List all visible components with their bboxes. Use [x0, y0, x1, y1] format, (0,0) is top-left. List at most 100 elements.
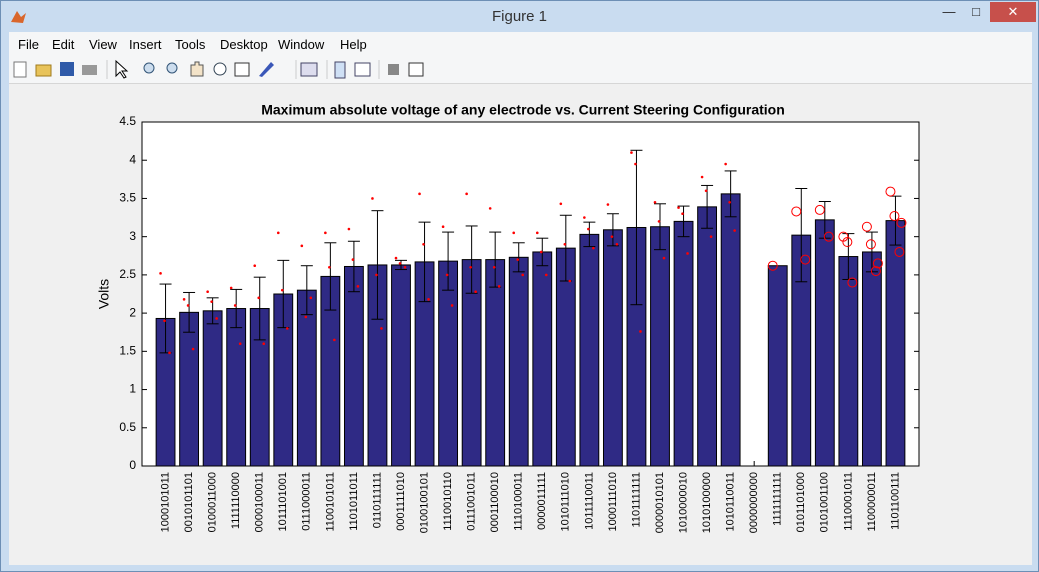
y-tick-label: 2	[129, 305, 136, 319]
menu-item[interactable]: Insert	[129, 37, 162, 52]
colorbar-button[interactable]	[334, 61, 346, 79]
sample-dot	[639, 330, 642, 333]
x-tick-label: 1010111010	[560, 472, 572, 532]
sample-dot	[233, 304, 237, 307]
sample-circle	[767, 260, 778, 271]
x-tick-label: 0000000000	[748, 472, 760, 533]
sample-dot	[371, 197, 374, 200]
sample-dot	[182, 298, 186, 301]
bar	[508, 256, 529, 467]
select-button[interactable]	[115, 59, 129, 79]
figure-client: File Edit View Insert Tools Desktop Window Help	[9, 32, 1032, 565]
sample-dot	[657, 220, 661, 223]
data-cursor-button[interactable]	[234, 62, 250, 77]
sample-dot	[592, 246, 595, 250]
x-tick-label: 0111000011	[301, 472, 313, 531]
bar	[179, 311, 200, 467]
sample-dot	[186, 304, 190, 307]
x-tick-label: 1110010110	[442, 472, 454, 531]
y-tick-label: 1	[129, 382, 136, 396]
x-tick-label: 0010101101	[183, 472, 195, 532]
bar	[532, 251, 553, 467]
x-tick-label: 0000010101	[654, 472, 666, 533]
save-button[interactable]	[60, 62, 74, 76]
x-tick-label: 1100101011	[324, 472, 336, 532]
sample-dot	[280, 288, 284, 292]
sample-dot	[587, 227, 590, 231]
sample-dot	[347, 227, 351, 231]
sample-dot	[229, 286, 233, 290]
sample-circle	[791, 206, 802, 217]
y-tick-label: 1.5	[119, 344, 136, 358]
sample-circle	[842, 237, 853, 248]
menu-item[interactable]: Edit	[52, 37, 75, 52]
x-tick-label: 0100100101	[418, 472, 430, 533]
x-tick-label: 0101101000	[795, 472, 807, 532]
sample-dot	[568, 279, 572, 283]
pan-button[interactable]	[190, 61, 204, 77]
sample-dot	[521, 273, 525, 277]
x-tick-label: 1000101011	[159, 472, 171, 532]
menu-item[interactable]: Help	[340, 37, 367, 52]
x-tick-label: 1010100000	[701, 472, 713, 533]
menu-item[interactable]: Tools	[175, 37, 206, 52]
menu-item[interactable]: View	[89, 37, 117, 52]
bar	[885, 220, 906, 467]
print-button[interactable]	[82, 65, 97, 75]
bar	[697, 206, 718, 467]
legend-button[interactable]	[354, 62, 371, 77]
zoom-in-button[interactable]	[143, 62, 155, 74]
sample-dot	[681, 212, 684, 216]
new-button[interactable]	[13, 61, 27, 78]
sample-circle	[814, 204, 825, 215]
sample-circle	[872, 258, 883, 269]
sample-dot	[634, 162, 637, 166]
sample-circle	[847, 277, 858, 288]
y-tick-label: 0	[129, 458, 136, 472]
menu-item[interactable]: Desktop	[220, 37, 268, 52]
sample-circle	[885, 186, 896, 197]
minimize-button[interactable]: —	[942, 4, 956, 19]
x-tick-label: 1011101001	[277, 472, 289, 532]
bar	[838, 256, 859, 467]
show-tools-button[interactable]	[408, 62, 424, 77]
menu-item[interactable]: Window	[278, 37, 325, 52]
sample-dot	[262, 342, 266, 345]
sample-circle	[889, 211, 900, 222]
zoom-out-button[interactable]	[166, 62, 178, 74]
close-button[interactable]: ✕	[990, 2, 1036, 22]
menu-item[interactable]: File	[18, 37, 39, 52]
sample-dot	[215, 317, 218, 320]
sample-dot	[238, 342, 242, 345]
y-axis-label: Volts	[96, 279, 112, 309]
y-tick-label: 4.5	[119, 114, 136, 128]
bar	[343, 265, 364, 467]
y-tick-label: 3	[129, 229, 136, 243]
sample-dot	[606, 203, 610, 206]
sample-circle	[870, 266, 881, 277]
sample-dot	[516, 258, 520, 261]
bar	[861, 251, 882, 467]
x-tick-label: 0000011111	[536, 472, 548, 530]
sample-dot	[380, 327, 383, 330]
sample-dot	[253, 264, 257, 268]
sample-dot	[304, 315, 308, 319]
brush-button[interactable]	[259, 62, 274, 77]
bar	[767, 265, 788, 467]
open-button[interactable]	[35, 64, 52, 77]
rotate-button[interactable]	[213, 62, 227, 76]
maximize-button[interactable]: □	[972, 4, 980, 19]
plot-area	[142, 122, 919, 466]
chart-title: Maximum absolute voltage of any electrod…	[261, 102, 785, 118]
window-title: Figure 1	[491, 8, 548, 25]
link-button[interactable]	[300, 62, 318, 77]
sample-dot	[492, 265, 496, 269]
sample-dot	[191, 347, 195, 351]
hide-tools-button[interactable]	[388, 64, 399, 75]
x-tick-label: 1101100111	[889, 472, 901, 530]
sample-dot	[497, 285, 501, 288]
x-tick-label: 1010110011	[725, 472, 737, 532]
sample-dot	[535, 231, 539, 235]
sample-dot	[686, 252, 689, 255]
